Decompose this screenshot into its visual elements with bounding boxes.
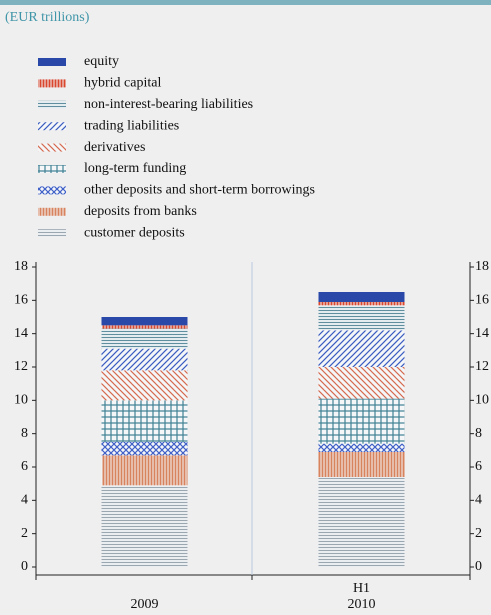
top-band xyxy=(0,0,491,5)
y-tick-label: 14 xyxy=(14,326,28,341)
bar-segment xyxy=(101,370,188,401)
legend-label: trading liabilities xyxy=(84,118,179,133)
y2-tick-label: 6 xyxy=(475,459,482,474)
y-tick-label: 12 xyxy=(14,359,28,374)
y2-tick-label: 0 xyxy=(475,559,482,574)
legend-swatch xyxy=(38,122,66,131)
legend-swatch xyxy=(38,58,66,66)
y2-tick-label: 10 xyxy=(475,393,489,408)
legend-swatch xyxy=(38,229,66,238)
y-tick-label: 0 xyxy=(21,559,28,574)
bar-segment xyxy=(101,455,188,486)
bar-segment xyxy=(318,367,405,399)
legend-label: hybrid capital xyxy=(84,76,161,91)
y-tick-label: 18 xyxy=(14,259,28,274)
legend-swatch xyxy=(38,207,66,216)
chart-subtitle: (EUR trillions) xyxy=(5,10,90,25)
y-tick-label: 10 xyxy=(14,393,28,408)
bar-segment xyxy=(101,348,188,371)
y2-tick-label: 16 xyxy=(475,293,489,308)
legend-label: customer deposits xyxy=(84,225,185,240)
y-tick-label: 8 xyxy=(21,426,28,441)
legend-label: derivatives xyxy=(84,140,145,155)
y2-tick-label: 12 xyxy=(475,359,489,374)
bar-segment xyxy=(318,305,405,331)
bar-segment xyxy=(318,302,405,306)
legend-label: deposits from banks xyxy=(84,204,197,219)
bar-segment xyxy=(318,452,405,477)
bar-segment xyxy=(101,400,188,442)
legend-label: other deposits and short-term borrowings xyxy=(84,183,315,198)
legend-swatch xyxy=(38,165,66,173)
y2-tick-label: 4 xyxy=(475,493,482,508)
x-tick-label: 2009 xyxy=(131,597,159,612)
y-tick-label: 2 xyxy=(21,526,28,541)
bar-segment xyxy=(318,330,405,367)
bar-segment xyxy=(101,328,188,349)
y2-tick-label: 2 xyxy=(475,526,482,541)
bar-segment xyxy=(101,485,188,567)
legend-swatch xyxy=(38,186,66,195)
legend-label: equity xyxy=(84,54,119,69)
y2-tick-label: 18 xyxy=(475,259,489,274)
y2-tick-label: 8 xyxy=(475,426,482,441)
legend-swatch xyxy=(38,100,66,109)
bar-segment xyxy=(318,477,405,567)
bar-segment xyxy=(101,325,188,329)
y2-tick-label: 14 xyxy=(475,326,489,341)
legend-label: long-term funding xyxy=(84,161,186,176)
bar-segment xyxy=(318,292,405,302)
y-tick-label: 6 xyxy=(21,459,28,474)
x-tick-label: H1 xyxy=(353,581,370,596)
legend-label: non-interest-bearing liabilities xyxy=(84,97,253,112)
bar-segment xyxy=(101,317,188,326)
bar-segment xyxy=(318,443,405,452)
y-tick-label: 4 xyxy=(21,493,28,508)
legend-swatch xyxy=(38,79,66,88)
y-tick-label: 16 xyxy=(14,293,28,308)
legend-swatch xyxy=(38,143,66,152)
bar-segment xyxy=(101,442,188,456)
bar-segment xyxy=(318,398,405,444)
x-tick-label: 2010 xyxy=(348,597,376,612)
